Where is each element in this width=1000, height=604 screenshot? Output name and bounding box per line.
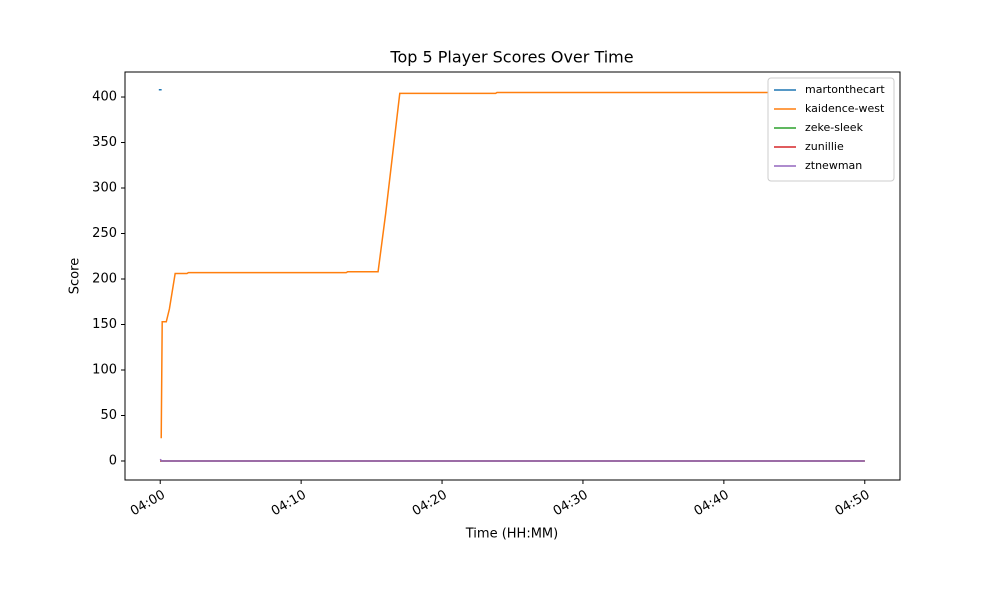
y-tick-label: 350 [92, 135, 117, 150]
legend-label: kaidence-west [805, 102, 885, 115]
y-tick-label: 200 [92, 272, 117, 287]
chart-title: Top 5 Player Scores Over Time [389, 48, 633, 67]
legend-label: zeke-sleek [805, 121, 864, 134]
x-tick-label: 04:30 [551, 488, 591, 520]
y-tick-label: 100 [92, 362, 117, 377]
x-axis-label: Time (HH:MM) [465, 527, 558, 542]
y-tick-label: 400 [92, 90, 117, 105]
x-tick-label: 04:00 [128, 488, 168, 520]
y-tick-label: 300 [92, 181, 117, 196]
y-tick-label: 250 [92, 226, 117, 241]
legend-label: zunillie [805, 140, 844, 153]
x-tick-label: 04:20 [410, 488, 450, 520]
x-tick-label: 04:50 [833, 488, 873, 520]
x-tick-label: 04:40 [692, 488, 732, 520]
y-tick-label: 0 [109, 453, 117, 468]
legend-label: ztnewman [805, 159, 862, 172]
y-tick-label: 150 [92, 317, 117, 332]
legend-label: martonthecart [805, 83, 885, 96]
legend-box [767, 77, 895, 182]
series-line [160, 91, 865, 439]
plot-frame [124, 71, 901, 481]
x-tick-label: 04:10 [269, 488, 309, 520]
y-axis-label: Score [68, 258, 83, 294]
series-line [159, 458, 865, 462]
y-tick-label: 50 [100, 408, 117, 423]
